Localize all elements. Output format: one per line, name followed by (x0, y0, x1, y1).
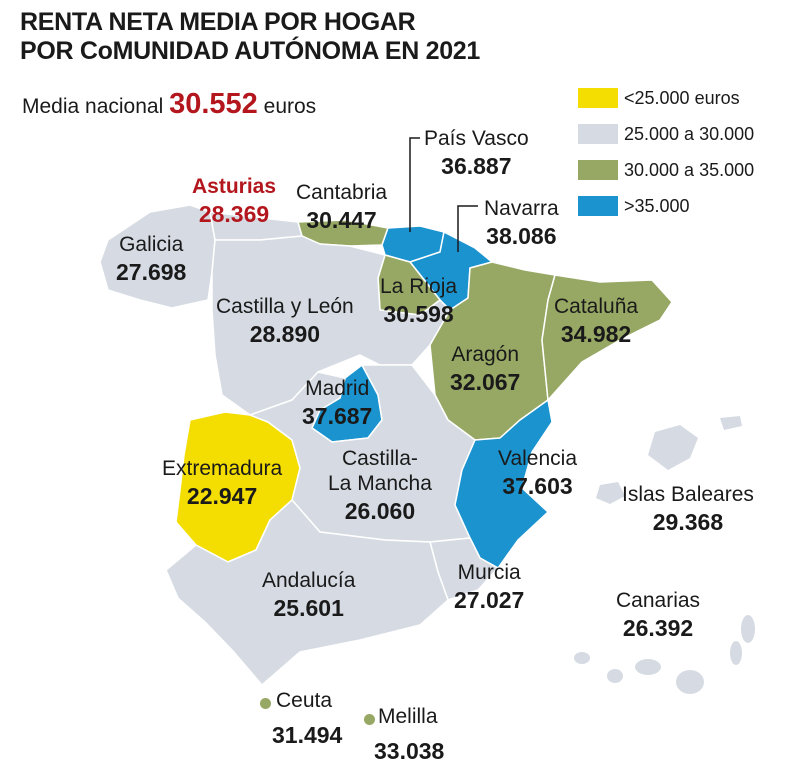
region-name: Asturias (192, 175, 277, 198)
legend-label: 25.000 a 30.000 (624, 123, 755, 144)
region-name-line-2: La Mancha (328, 472, 432, 495)
region-value: 28.369 (198, 201, 270, 227)
legend-swatch-blue (578, 196, 618, 216)
region-value: 30.598 (383, 301, 454, 327)
region-value: 36.887 (441, 153, 512, 179)
label-cataluna: Cataluña 34.982 (554, 294, 638, 349)
melilla-marker-dot (364, 714, 375, 725)
legend-label: 30.000 a 35.000 (624, 159, 755, 180)
label-melilla-name: Melilla (378, 704, 438, 729)
region-value: 26.392 (622, 615, 694, 641)
region-name: Canarias (616, 589, 701, 612)
region-islas-baleares (596, 416, 742, 504)
region-canarias (574, 615, 755, 694)
label-ceuta-name: Ceuta (276, 688, 332, 713)
region-name: Aragón (451, 343, 520, 366)
title-line-1: RENTA NETA MEDIA POR HOGAR (20, 8, 416, 36)
national-average: Media nacional 30.552 euros (22, 88, 316, 121)
region-name: Castilla y León (216, 295, 354, 318)
label-valencia: Valencia 37.603 (498, 446, 577, 501)
region-value: 32.067 (450, 369, 521, 395)
region-name: Valencia (498, 447, 577, 470)
region-name: Cataluña (554, 295, 639, 318)
chart-title: RENTA NETA MEDIA POR HOGAR POR CoMUNIDAD… (20, 8, 480, 66)
legend-label: <25.000 euros (624, 87, 740, 108)
region-name: Islas Baleares (622, 483, 754, 506)
legend: <25.000 euros 25.000 a 30.000 30.000 a 3… (578, 80, 754, 224)
region-value: 31.494 (272, 722, 343, 748)
label-la-rioja: La Rioja 30.598 (380, 274, 457, 329)
region-galicia (99, 204, 216, 309)
region-name: Navarra (484, 197, 559, 220)
label-islas-baleares: Islas Baleares 29.368 (622, 482, 754, 537)
title-line-2: POR CoMUNIDAD AUTÓNOMA EN 2021 (20, 37, 481, 65)
label-asturias: Asturias 28.369 (192, 174, 276, 229)
region-name: País Vasco (424, 127, 529, 150)
label-cantabria: Cantabria 30.447 (296, 180, 387, 235)
national-unit: euros (263, 95, 317, 118)
label-melilla-value: 33.038 (374, 736, 444, 766)
label-castilla-la-mancha: Castilla- La Mancha 26.060 (328, 446, 432, 526)
legend-item-lt25: <25.000 euros (578, 80, 754, 116)
region-name: Madrid (305, 377, 370, 400)
region-andalucia (165, 499, 449, 686)
legend-swatch-green (578, 160, 618, 180)
legend-label: >35.000 (624, 195, 690, 216)
region-name: Extremadura (162, 457, 283, 480)
region-value: 22.947 (186, 483, 258, 509)
label-aragon: Aragón 32.067 (450, 342, 520, 397)
label-galicia: Galicia 27.698 (116, 232, 186, 287)
legend-item-30-35: 30.000 a 35.000 (578, 152, 754, 188)
region-name: Ceuta (276, 689, 333, 712)
region-valencia (454, 399, 553, 569)
label-extremadura: Extremadura 22.947 (162, 456, 282, 511)
region-value: 37.603 (502, 473, 573, 499)
region-name: Murcia (457, 561, 521, 584)
label-ceuta-value: 31.494 (272, 720, 342, 750)
region-name: Melilla (378, 705, 438, 728)
label-andalucia: Andalucía 25.601 (262, 568, 355, 623)
region-value: 33.038 (374, 738, 445, 764)
label-navarra: Navarra 38.086 (484, 196, 559, 251)
region-value: 37.687 (302, 403, 373, 429)
region-value: 27.698 (116, 259, 187, 285)
label-pais-vasco: País Vasco 36.887 (424, 126, 529, 181)
national-value: 30.552 (169, 88, 258, 120)
label-madrid: Madrid 37.687 (302, 376, 372, 431)
legend-swatch-yellow (578, 88, 618, 108)
leader-line-pais-vasco (409, 137, 420, 232)
region-cataluna (541, 274, 673, 401)
region-value: 30.447 (306, 207, 377, 233)
region-value: 27.027 (454, 587, 525, 613)
legend-item-gt35: >35.000 (578, 188, 754, 224)
ceuta-marker-dot (260, 698, 271, 709)
region-value: 25.601 (273, 595, 344, 621)
region-name-line-1: Castilla- (342, 447, 418, 470)
region-name: La Rioja (380, 275, 458, 298)
region-value: 38.086 (486, 223, 557, 249)
region-name: Galicia (119, 233, 184, 256)
region-value: 28.890 (249, 321, 321, 347)
national-label: Media nacional (22, 95, 164, 118)
region-value: 34.982 (560, 321, 632, 347)
legend-item-25-30: 25.000 a 30.000 (578, 116, 754, 152)
region-value: 26.060 (344, 498, 416, 524)
label-murcia: Murcia 27.027 (454, 560, 524, 615)
label-canarias: Canarias 26.392 (616, 588, 700, 643)
region-castilla-la-mancha (249, 364, 476, 543)
legend-swatch-grey (578, 124, 618, 144)
label-castilla-leon: Castilla y León 28.890 (216, 294, 354, 349)
region-name: Cantabria (296, 181, 388, 204)
region-name: Andalucía (262, 569, 356, 592)
leader-line-navarra (457, 205, 478, 252)
region-value: 29.368 (652, 509, 724, 535)
